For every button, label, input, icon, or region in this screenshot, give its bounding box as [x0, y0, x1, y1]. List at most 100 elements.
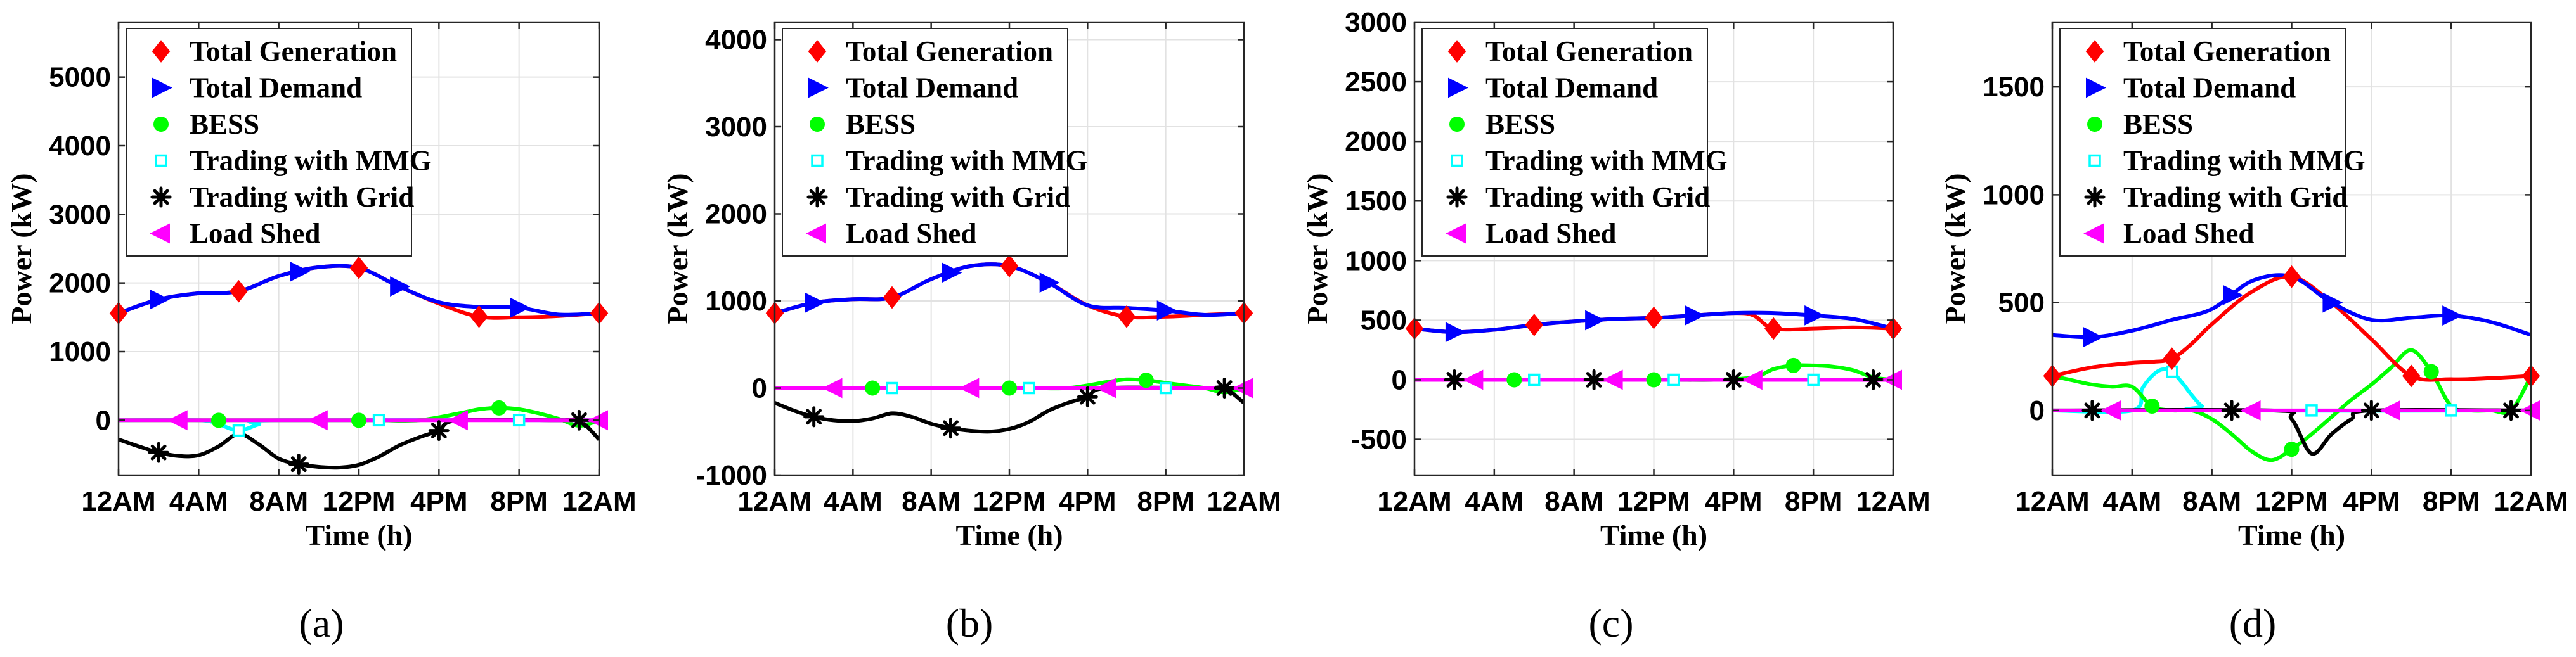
panel-b-legend-loadshed-label: Load Shed	[846, 218, 976, 250]
panel-c-ytick-label: 2000	[1345, 126, 1407, 157]
panel-b-legend-grid-marker	[806, 186, 828, 208]
panel-d-series-mmg-marker	[2445, 404, 2457, 417]
panel-c-ytick-label: 2500	[1345, 67, 1407, 98]
panel-c-series-demand-marker	[1445, 322, 1466, 343]
panel-b-series-bess-marker	[865, 380, 881, 396]
panel-d-caption: (d)	[2229, 601, 2277, 646]
panel-d-legend-grid-marker	[2084, 186, 2106, 208]
panel-a-series-generation-marker	[349, 256, 368, 279]
panel-a-series-demand-marker	[510, 297, 531, 318]
panel-c-series-bess-marker	[1506, 372, 1522, 388]
panel-a: 0 1000 2000 3000 4000 5000 12AM 4AM 8AM 12PM 4PM 8P…	[5, 21, 637, 646]
panel-b-xtick-label: 12AM	[737, 486, 812, 517]
panel-d-legend-demand-marker	[2086, 77, 2106, 98]
panel-d-series-generation-marker	[2163, 347, 2182, 370]
panel-d-series-loadshed-marker	[2240, 400, 2261, 421]
panel-a-series-loadshed-marker	[448, 410, 468, 431]
panel-c-series-grid-marker	[1863, 369, 1884, 390]
panel-b-series-grid-marker	[940, 418, 961, 439]
panel-b-series-bess-marker	[1138, 373, 1154, 388]
panel-d-ytick-label: 0	[2029, 395, 2045, 426]
panel-a-xtick-label: 4AM	[169, 486, 228, 517]
panel-a-series-grid-marker	[428, 420, 450, 442]
panel-c-series-bess-marker	[1646, 372, 1662, 388]
panel-d-series-grid-marker	[2221, 400, 2243, 421]
panel-a-series-loadshed-marker	[167, 410, 188, 431]
panel-d-series-demand-marker	[2322, 292, 2343, 313]
panel-c-legend-demand-label: Total Demand	[1485, 72, 1658, 104]
panel-b-legend: Total Generation Total Demand BESS Trading …	[782, 28, 1088, 257]
panel-c-caption: (c)	[1588, 601, 1633, 646]
panel-c-series-loadshed-marker	[1463, 369, 1484, 390]
panel-c-legend-demand-marker	[1448, 77, 1468, 98]
panel-d-series-grid-marker	[2360, 400, 2382, 421]
panel-a-legend-mmg-marker	[155, 154, 167, 167]
panel-a-series-bess-marker	[210, 412, 226, 428]
panel-a-ytick-label: 2000	[49, 268, 111, 299]
panel-c-xtick-label: 8AM	[1544, 486, 1603, 517]
panel-a-series-bess-marker	[351, 412, 366, 428]
panel-a-ytick-label: 3000	[49, 199, 111, 230]
panel-c-xtick-label: 12AM	[1377, 486, 1451, 517]
panel-b-legend-loadshed-marker	[806, 223, 826, 244]
panel-d-xtick-label: 12AM	[2494, 486, 2568, 517]
panel-a-legend-generation-marker	[152, 40, 171, 63]
panel-b-x-axis-label: Time (h)	[955, 519, 1063, 551]
panel-c-ytick-label: 1000	[1345, 245, 1407, 276]
panel-c-xtick-label: 4AM	[1465, 486, 1524, 517]
panel-c-legend-generation-marker	[1447, 40, 1466, 63]
panel-a-caption: (a)	[299, 601, 344, 646]
panel-d-xtick-label: 8PM	[2423, 486, 2480, 517]
panel-d-legend-loadshed-label: Load Shed	[2123, 218, 2254, 250]
panel-c-xtick-label: 12PM	[1617, 486, 1690, 517]
panel-b-series-loadshed-marker	[822, 378, 843, 399]
panel-a-xtick-label: 4PM	[410, 486, 467, 517]
panel-b-legend-mmg-label: Trading with MMG	[846, 145, 1088, 177]
panel-d-legend-loadshed-marker	[2083, 223, 2104, 244]
panel-a-series-loadshed-marker	[307, 410, 328, 431]
panel-c-legend-grid-marker	[1446, 186, 1468, 208]
panel-a-series-generation-marker	[230, 279, 248, 303]
panel-a-series-bess-marker	[491, 400, 507, 416]
panel-b-ytick-label: 3000	[705, 112, 767, 143]
panel-d-xtick-label: 12AM	[2015, 486, 2089, 517]
panel-a-legend-demand-marker	[152, 77, 172, 98]
panel-b-xtick-label: 12AM	[1207, 486, 1281, 517]
panel-d-series-demand-marker	[2223, 284, 2243, 305]
panel-a-xtick-label: 8AM	[249, 486, 308, 517]
panel-a-ytick-label: 1000	[49, 336, 111, 367]
panel-d-legend-grid-label: Trading with Grid	[2123, 181, 2348, 213]
panel-b-legend-generation-marker	[808, 40, 827, 63]
panel-b-legend-bess-marker	[810, 117, 825, 132]
panel-d-series-generation-marker	[2282, 265, 2301, 288]
panel-a-series-demand-marker	[290, 261, 311, 282]
panel-d-legend-bess-label: BESS	[2123, 108, 2193, 140]
panel-d-ytick-label: 1500	[1983, 72, 2045, 103]
panel-a-series-grid-marker	[568, 409, 590, 431]
panel-b-ytick-label: 0	[752, 373, 767, 404]
panel-d-legend-demand-label: Total Demand	[2123, 72, 2296, 104]
panel-d-xtick-label: 12PM	[2255, 486, 2328, 517]
panel-b-series-grid-marker	[803, 406, 825, 428]
panel-d-x-axis-label: Time (h)	[2238, 519, 2345, 551]
panel-b-ytick-label: 2000	[705, 199, 767, 230]
panel-d-legend-generation-marker	[2085, 40, 2104, 63]
panel-d-series-bess-marker	[2423, 364, 2439, 380]
panel-b-xtick-label: 4AM	[824, 486, 883, 517]
panel-a-series-mmg-marker	[512, 414, 526, 427]
panel-d-ytick-label: 500	[1998, 288, 2045, 319]
panel-c-series-grid-marker	[1583, 369, 1605, 390]
panel-d-series-demand-marker	[2442, 305, 2463, 326]
panel-a-legend-box	[126, 28, 412, 257]
panel-d-legend-bess-marker	[2087, 117, 2102, 132]
panel-b-series-demand-marker	[1156, 300, 1177, 321]
panel-c-ytick-label: 500	[1361, 305, 1407, 336]
panel-b-xtick-label: 4PM	[1059, 486, 1116, 517]
panel-b-ytick-label: 4000	[705, 25, 767, 56]
panel-c-series-bess-marker	[1785, 357, 1801, 373]
panel-a-legend-bess-marker	[153, 117, 169, 132]
panel-d-legend-mmg-marker	[2088, 154, 2101, 167]
panel-b-series-loadshed-marker	[959, 378, 980, 399]
panel-b: -1000 0 1000 2000 3000 4000 12AM 4AM 8AM 12PM 4PM 8…	[661, 21, 1281, 646]
panel-c-series-loadshed-marker	[1742, 369, 1763, 390]
